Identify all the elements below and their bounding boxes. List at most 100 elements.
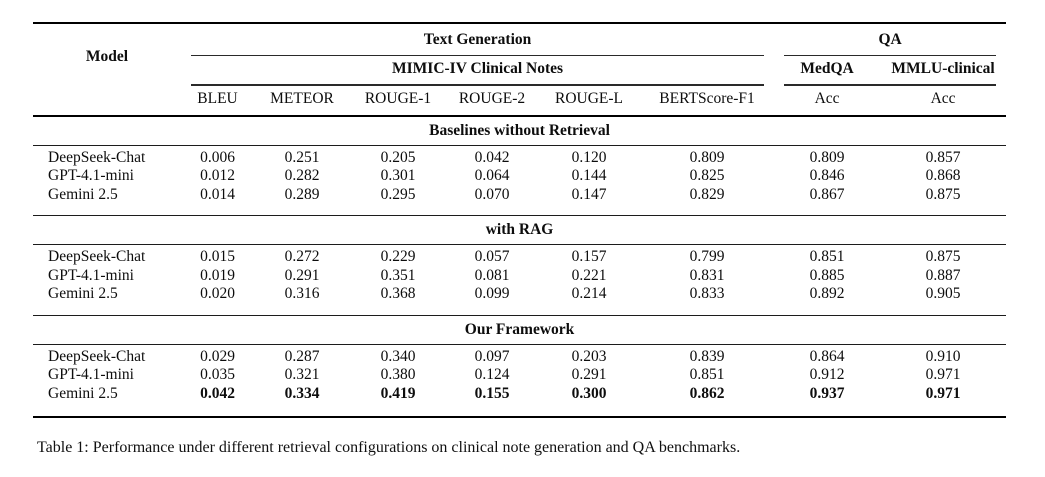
table-row: Gemini 2.5 0.014 0.289 0.295 0.070 0.147… [33, 186, 1006, 216]
header-model: Model [33, 23, 181, 116]
metric-value: 0.380 [380, 366, 416, 384]
header-model-label: Model [85, 47, 129, 65]
model-name: Gemini 2.5 [33, 384, 181, 419]
metric-value: 0.301 [380, 167, 416, 185]
metric-value: 0.012 [200, 167, 235, 185]
metric-value: 0.289 [284, 185, 320, 203]
col-header-rouge-l: ROUGE-L [554, 89, 624, 107]
metric-value: 0.064 [474, 167, 510, 185]
metric-value: 0.006 [200, 148, 235, 166]
table-caption: Table 1: Performance under different ret… [37, 439, 741, 457]
col-header-mmlu-acc: Acc [930, 89, 956, 107]
metric-value: 0.035 [200, 366, 235, 384]
col-header-rouge-1: ROUGE-1 [364, 89, 432, 107]
metric-value: 0.868 [925, 167, 961, 185]
model-name: DeepSeek-Chat [48, 148, 146, 166]
col-header-bertscore-f1: BERTScore-F1 [659, 89, 755, 107]
metric-value: 0.020 [200, 285, 235, 303]
metric-value: 0.120 [571, 148, 607, 166]
table-row: DeepSeek-Chat 0.029 0.287 0.340 0.097 0.… [33, 344, 1006, 366]
metric-value: 0.099 [474, 285, 510, 303]
metric-value: 0.971 [880, 384, 1007, 419]
metric-value: 0.282 [284, 167, 320, 185]
table-row: Gemini 2.5 0.020 0.316 0.368 0.099 0.214… [33, 285, 1006, 315]
metric-value: 0.905 [925, 285, 961, 303]
cmidrule-qa-benchmarks [784, 84, 997, 86]
metric-value: 0.300 [538, 384, 640, 419]
metric-value: 0.825 [689, 167, 725, 185]
metric-value: 0.875 [925, 248, 961, 266]
metric-value: 0.272 [284, 248, 320, 266]
metric-value: 0.912 [809, 366, 845, 384]
metric-value: 0.291 [284, 266, 320, 284]
metric-value: 0.937 [774, 384, 881, 419]
metric-value: 0.295 [380, 185, 416, 203]
section-row: Baselines without Retrieval [33, 114, 1007, 146]
model-name: DeepSeek-Chat [48, 347, 146, 365]
metric-value: 0.887 [925, 266, 961, 284]
section-header-framework: Our Framework [33, 314, 1007, 345]
model-name: GPT-4.1-mini [48, 366, 134, 384]
metric-value: 0.829 [689, 185, 725, 203]
section-row: with RAG [33, 215, 1007, 246]
metric-value: 0.081 [474, 266, 510, 284]
metric-value: 0.155 [446, 384, 538, 419]
metric-value: 0.316 [284, 285, 320, 303]
metric-value: 0.971 [925, 366, 961, 384]
table-row: DeepSeek-Chat 0.015 0.272 0.229 0.057 0.… [33, 245, 1006, 267]
metric-value: 0.351 [380, 266, 416, 284]
model-name: Gemini 2.5 [48, 185, 118, 203]
header-mmlu-clinical: MMLU-clinical [891, 60, 995, 78]
metric-value: 0.205 [380, 148, 416, 166]
metric-value: 0.846 [809, 167, 845, 185]
cmidrule-dataset [191, 84, 765, 86]
metric-value: 0.864 [809, 347, 845, 365]
metric-value: 0.809 [689, 148, 725, 166]
metric-value: 0.857 [925, 148, 961, 166]
metric-value: 0.214 [571, 285, 607, 303]
header-medqa: MedQA [800, 60, 854, 78]
metric-value: 0.221 [571, 266, 607, 284]
table-row: GPT-4.1-mini 0.019 0.291 0.351 0.081 0.2… [33, 267, 1006, 286]
metric-value: 0.019 [200, 266, 235, 284]
section-header-baselines: Baselines without Retrieval [33, 114, 1007, 146]
cmidrule-text-generation [191, 55, 765, 57]
metric-value: 0.862 [640, 384, 775, 419]
metric-value: 0.124 [474, 366, 510, 384]
metric-value: 0.831 [689, 266, 725, 284]
model-name: DeepSeek-Chat [48, 248, 146, 266]
cmidrule-row [33, 55, 1006, 57]
metric-value: 0.144 [571, 167, 607, 185]
header-qa: QA [878, 31, 902, 48]
header-text-generation: Text Generation [423, 31, 532, 48]
metric-value: 0.809 [809, 148, 845, 166]
metric-value: 0.203 [571, 347, 607, 365]
metric-value: 0.015 [200, 248, 235, 266]
metric-value: 0.287 [284, 347, 320, 365]
table-row: GPT-4.1-mini 0.035 0.321 0.380 0.124 0.2… [33, 366, 1006, 385]
metric-value: 0.334 [254, 384, 350, 419]
section-row: Our Framework [33, 314, 1007, 345]
metric-value: 0.851 [809, 248, 845, 266]
metric-value: 0.340 [380, 347, 416, 365]
model-name: GPT-4.1-mini [48, 266, 134, 284]
cmidrule-qa [784, 55, 997, 57]
header-dataset: MIMIC-IV Clinical Notes [392, 60, 564, 78]
metric-value: 0.892 [809, 285, 845, 303]
metric-value: 0.057 [474, 248, 510, 266]
model-name: Gemini 2.5 [48, 285, 118, 303]
metric-value: 0.799 [689, 248, 725, 266]
col-header-bleu: BLEU [197, 89, 238, 107]
metric-value: 0.042 [181, 384, 254, 419]
section-header-rag: with RAG [33, 215, 1007, 246]
metric-value: 0.321 [284, 366, 320, 384]
metric-value: 0.839 [689, 347, 725, 365]
metric-value: 0.368 [380, 285, 416, 303]
model-name: GPT-4.1-mini [48, 167, 134, 185]
metric-value: 0.157 [571, 248, 607, 266]
metric-value: 0.251 [284, 148, 320, 166]
metric-value: 0.885 [809, 266, 845, 284]
col-header-rouge-2: ROUGE-2 [458, 89, 526, 107]
metric-value: 0.042 [474, 148, 510, 166]
